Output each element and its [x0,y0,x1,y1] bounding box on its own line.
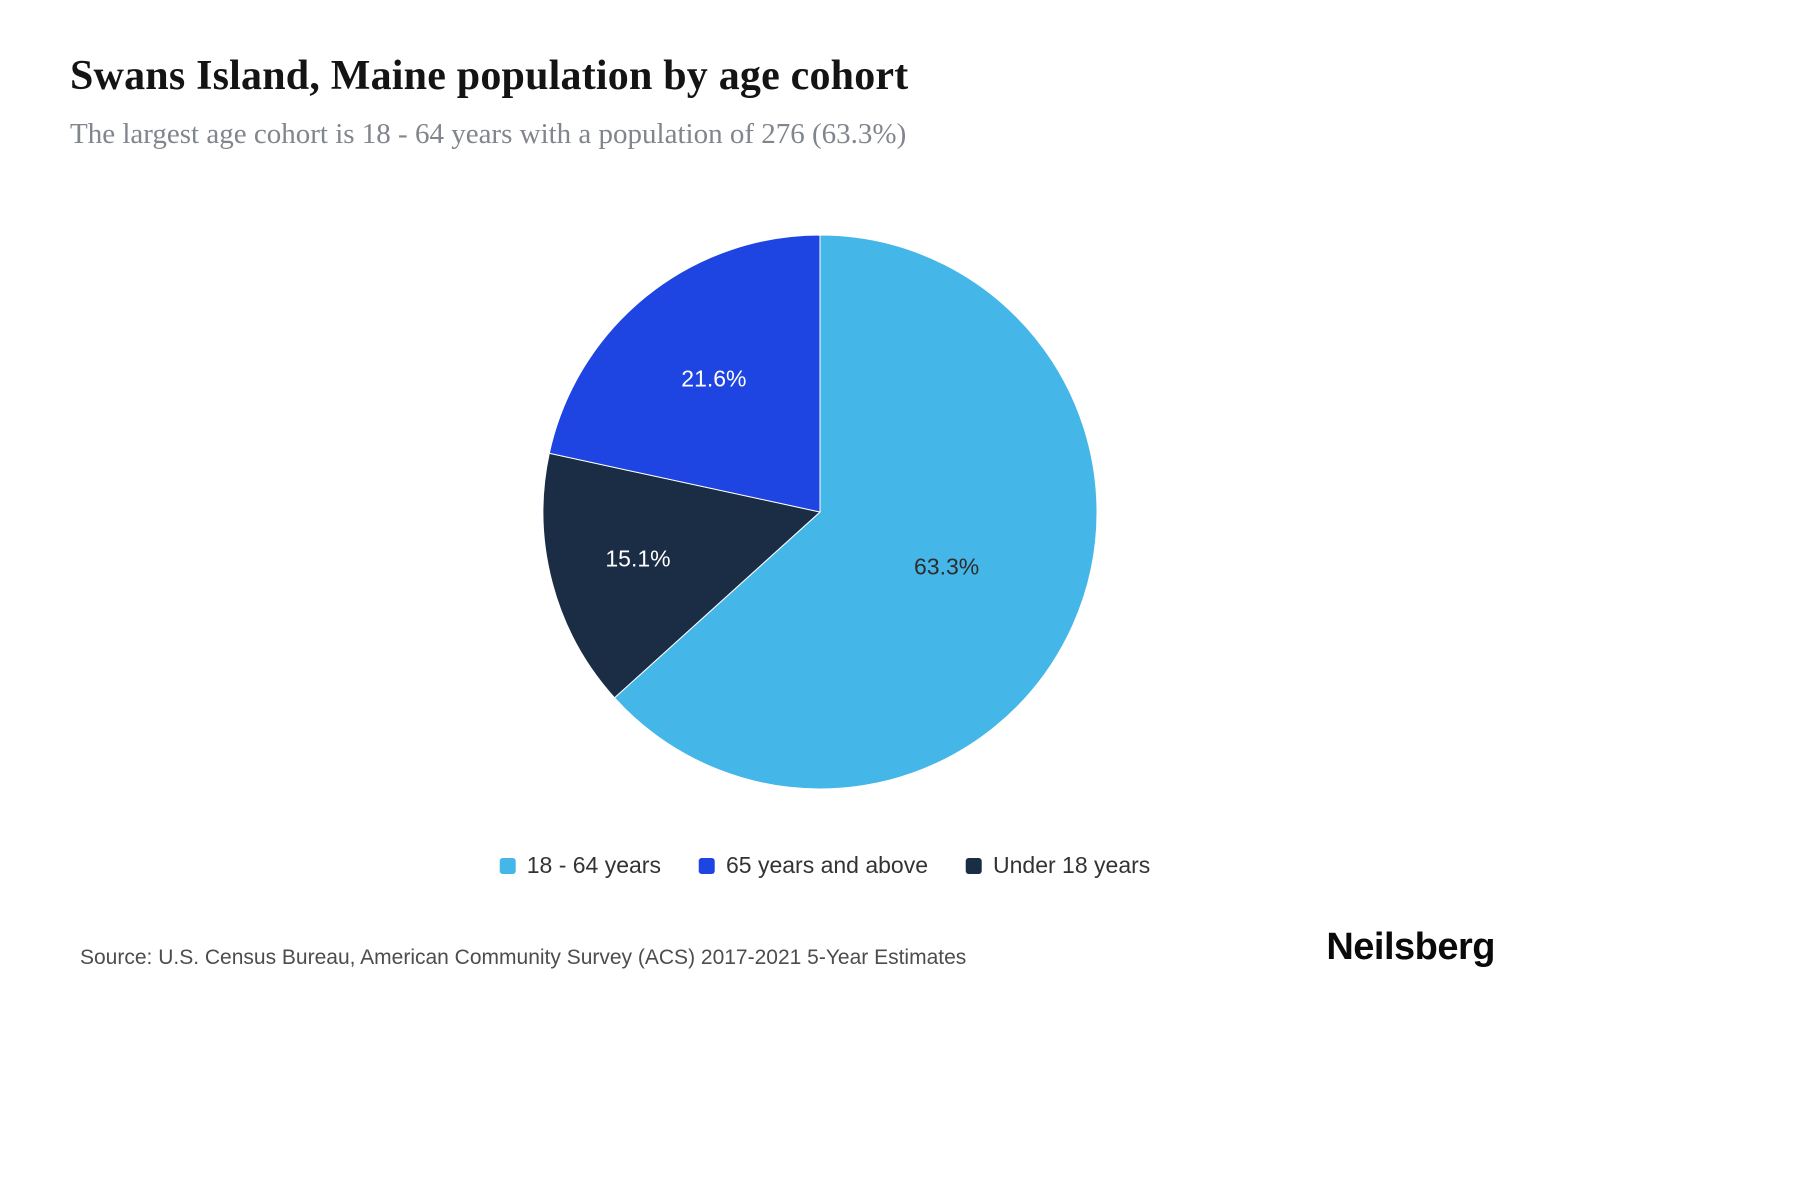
pie-slice-18-64-years[interactable] [613,234,1098,790]
pie-slice-label: 15.1% [605,546,670,572]
pie-slice-label: 63.3% [914,553,979,579]
legend-swatch [499,857,516,874]
legend-item-65-years-and-above[interactable]: 65 years and above [698,852,929,879]
legend-swatch [698,857,715,874]
page-title: Swans Island, Maine population by age co… [70,53,909,99]
legend: 18 - 64 years 65 years and above Under 18 … [499,852,1150,879]
legend-label: 65 years and above [725,852,929,878]
source-note: Source: U.S. Census Bureau, American Com… [80,946,967,969]
pie-slice-65-years-and-above[interactable] [548,234,821,513]
legend-swatch [966,857,983,874]
page-subtitle: The largest age cohort is 18 - 64 years … [70,118,907,150]
pie-chart: 63.3% 15.1% 21.6% [542,234,1098,790]
legend-item-18-64-years[interactable]: 18 - 64 years [499,852,661,879]
legend-label: Under 18 years [993,852,1151,878]
legend-label: 18 - 64 years [526,852,661,878]
pie-slice-under-18-years[interactable] [542,452,822,699]
brand-logo: Neilsberg [1326,926,1495,968]
legend-item-under-18-years[interactable]: Under 18 years [966,852,1150,879]
pie-slice-label: 21.6% [681,366,746,392]
